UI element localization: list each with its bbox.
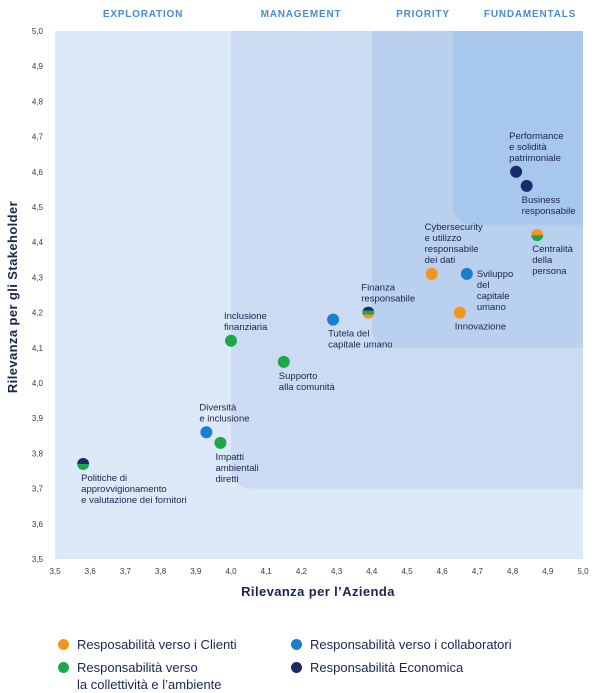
- point-label: Diversità e inclusione: [199, 402, 249, 424]
- point-label: Tutela del capitale umano: [328, 329, 392, 351]
- point-label: Sviluppo del capitale umano: [477, 269, 513, 313]
- y-tick-label: 4,6: [32, 168, 44, 177]
- x-tick-label: 4,8: [507, 567, 519, 576]
- point-marker: [214, 436, 227, 449]
- zone-labels-layer: EXPLORATION MANAGEMENT PRIORITY FUNDAMENTAL…: [103, 9, 576, 20]
- x-tick-label: 4,4: [366, 567, 378, 576]
- data-point: Politiche di approvvigionamento e valutazi…: [77, 457, 187, 506]
- data-point: Business responsabile: [520, 179, 576, 217]
- point-marker-segment: [77, 463, 90, 470]
- legend-swatch: [291, 662, 302, 673]
- x-tick-label: 3,6: [85, 567, 97, 576]
- points-layer: Politiche di approvvigionamento e valutazi…: [77, 131, 576, 506]
- point-marker: [277, 355, 290, 368]
- legend-label: Responsabilità verso la collettività e l…: [77, 660, 222, 692]
- point-marker: [327, 313, 340, 326]
- data-point: Sviluppo del capitale umano: [460, 267, 513, 313]
- point-label: Centralità della persona: [532, 244, 573, 277]
- y-axis-title: Rilevanza per gli Stakeholder: [5, 201, 20, 393]
- zone-label-priority: PRIORITY: [396, 9, 450, 20]
- point-label: Politiche di approvvigionamento e valutazi…: [81, 473, 187, 506]
- legend-label: Responsabilità Economica: [310, 660, 464, 675]
- legend-item-collaboratori: Responsabilità verso i collaboratori: [291, 636, 512, 653]
- data-point: Diversità e inclusione: [199, 402, 250, 439]
- x-axis-title: Rilevanza per l’Azienda: [241, 584, 395, 599]
- zone-label-fundamentals: FUNDAMENTALS: [484, 9, 576, 20]
- point-marker: [200, 426, 213, 439]
- y-tick-label: 4,2: [32, 309, 44, 318]
- y-tick-label: 3,6: [32, 520, 44, 529]
- point-marker-segment: [362, 314, 375, 319]
- x-tick-label: 3,8: [155, 567, 167, 576]
- y-tick-label: 4,1: [32, 344, 44, 353]
- x-tick-label: 4,1: [261, 567, 273, 576]
- y-tick-label: 3,7: [32, 485, 44, 494]
- zone-label-management: MANAGEMENT: [261, 9, 342, 20]
- point-marker: [510, 165, 523, 178]
- point-marker: [225, 334, 237, 347]
- legend-label: Responsabilità verso i collaboratori: [310, 637, 512, 652]
- x-tick-label: 4,6: [437, 567, 449, 576]
- y-tick-label: 4,7: [32, 133, 44, 142]
- materiality-chart: EXPLORATION MANAGEMENT PRIORITY FUNDAMENTAL…: [5, 9, 589, 599]
- x-tick-label: 3,7: [120, 567, 132, 576]
- data-point: Finanza responsabile: [361, 283, 415, 319]
- x-tick-label: 4,9: [542, 567, 554, 576]
- legend-label: Resposabilità verso i Clienti: [77, 637, 237, 652]
- x-tick-label: 4,3: [331, 567, 343, 576]
- x-tick-label: 3,5: [49, 567, 61, 576]
- x-tick-label: 4,0: [225, 567, 237, 576]
- point-marker-segment: [362, 306, 375, 311]
- data-point: Supporto alla comunità: [277, 355, 336, 393]
- point-label: Inclusione finanziaria: [224, 311, 268, 333]
- y-tick-label: 3,9: [32, 414, 44, 423]
- data-point: Innovazione: [453, 306, 506, 333]
- y-tick-label: 3,8: [32, 449, 44, 458]
- data-point: Centralità della persona: [531, 229, 574, 277]
- y-tick-label: 4,4: [32, 238, 44, 247]
- point-label: Impatti ambientali diretti: [215, 452, 258, 485]
- point-marker-segment: [531, 229, 544, 236]
- data-point: Cybersecurity e utilizzo responsabile dei d…: [425, 222, 483, 280]
- x-tick-label: 5,0: [577, 567, 589, 576]
- data-point: Impatti ambientali diretti: [214, 436, 259, 485]
- legend-swatch: [58, 639, 69, 650]
- legend-swatch: [58, 662, 69, 673]
- y-tick-label: 5,0: [32, 27, 44, 36]
- x-tick-label: 4,5: [401, 567, 413, 576]
- y-tick-label: 4,0: [32, 379, 44, 388]
- legend-swatch: [291, 639, 302, 650]
- point-marker-segment: [77, 457, 90, 465]
- y-tick-label: 4,8: [32, 97, 44, 106]
- x-tick-label: 4,2: [296, 567, 308, 576]
- point-marker: [520, 179, 533, 192]
- point-marker-segment: [531, 235, 544, 242]
- point-label: Business responsabile: [522, 195, 576, 217]
- point-label: Innovazione: [455, 322, 506, 333]
- zones-layer: [55, 31, 583, 559]
- ticks-layer: 3,5 3,6 3,7 3,8 3,9 4,0 4,1 4,2 4,3 4,4 4,5 4,6 4,7 4…: [32, 27, 589, 576]
- point-label: Supporto alla comunità: [279, 371, 336, 393]
- zone-fundamentals: [452, 31, 583, 225]
- point-label: Performance e solidità patrimoniale: [509, 131, 563, 164]
- y-tick-label: 3,5: [32, 555, 44, 564]
- y-tick-label: 4,3: [32, 273, 44, 282]
- legend-item-economica: Responsabilità Economica: [291, 659, 463, 676]
- point-marker: [460, 267, 473, 280]
- y-tick-label: 4,5: [32, 203, 44, 212]
- y-tick-label: 4,9: [32, 62, 44, 71]
- data-point: Performance e solidità patrimoniale: [509, 131, 564, 178]
- point-label: Cybersecurity e utilizzo responsabile dei d…: [425, 222, 483, 266]
- point-label: Finanza responsabile: [361, 283, 415, 305]
- point-marker: [425, 267, 438, 280]
- x-tick-label: 3,9: [190, 567, 202, 576]
- data-point: Tutela del capitale umano: [327, 313, 393, 351]
- legend-item-clienti: Resposabilità verso i Clienti: [58, 636, 237, 653]
- point-marker: [453, 306, 466, 319]
- data-point: Inclusione finanziaria: [224, 311, 268, 347]
- zone-label-exploration: EXPLORATION: [103, 9, 183, 20]
- legend-item-ambiente: Responsabilità verso la collettività e l…: [58, 659, 222, 693]
- point-marker-segment: [362, 310, 375, 315]
- x-tick-label: 4,7: [472, 567, 484, 576]
